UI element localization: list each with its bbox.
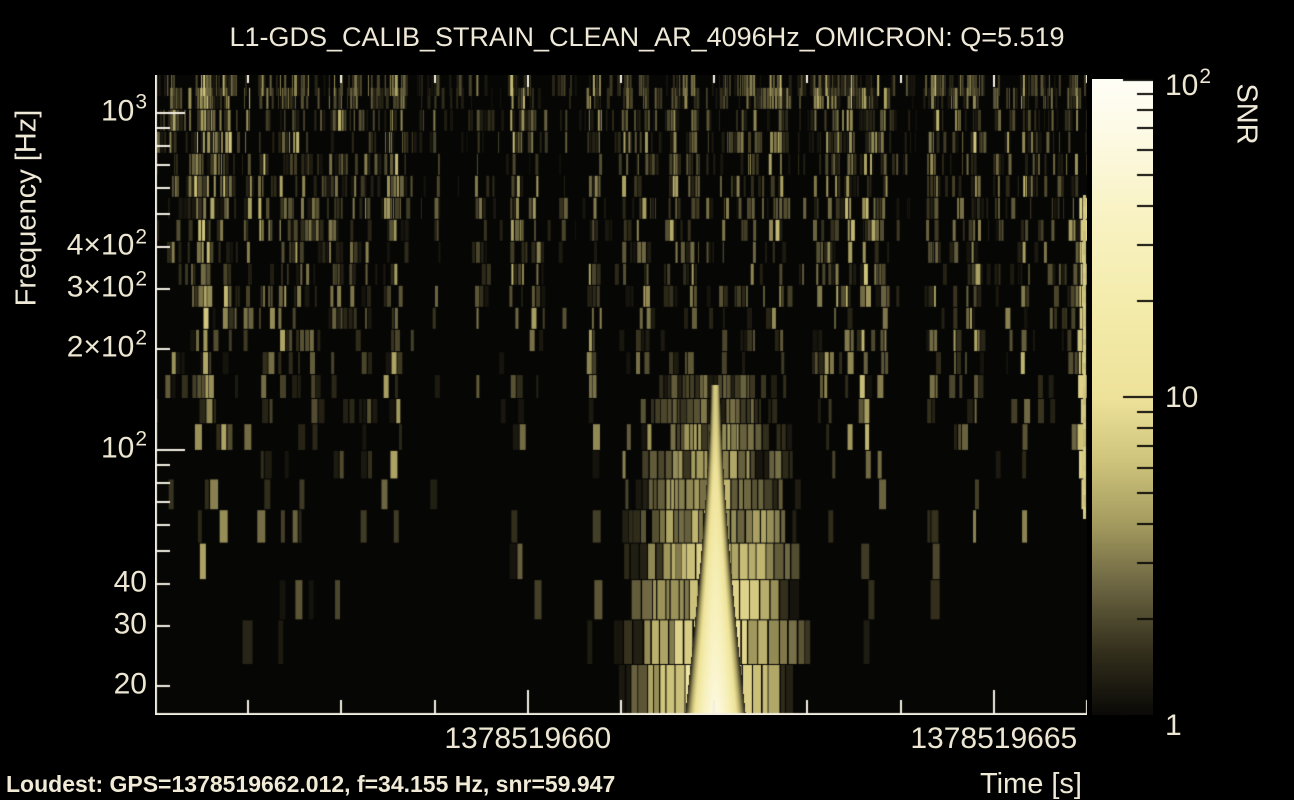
y-tick-label: 4×102 <box>66 225 147 262</box>
y-tick-label: 103 <box>100 91 147 128</box>
y-tick-label: 30 <box>113 607 147 641</box>
y-axis-label: Frequency [Hz] <box>10 109 43 307</box>
y-tick-label: 102 <box>100 428 147 465</box>
colorbar-tick-label: 1 <box>1165 709 1182 742</box>
x-axis-label: Time [s] <box>979 768 1082 800</box>
colorbar-tick-label: 102 <box>1165 65 1212 102</box>
colorbar-label: SNR <box>1230 83 1263 145</box>
y-tick-label: 3×102 <box>66 267 147 304</box>
y-tick-label: 40 <box>113 565 147 599</box>
colorbar-tick-label: 10 <box>1165 381 1199 414</box>
y-tick-label: 20 <box>113 667 147 701</box>
colorbar-canvas <box>1092 79 1153 715</box>
plot-title: L1-GDS_CALIB_STRAIN_CLEAN_AR_4096Hz_OMIC… <box>229 22 1065 52</box>
x-tick-label: 1378519660 <box>444 722 612 755</box>
spectrogram-canvas <box>155 75 1087 715</box>
x-tick-label: 1378519665 <box>910 722 1078 755</box>
y-tick-label: 2×102 <box>66 326 147 364</box>
loudest-annotation: Loudest: GPS=1378519662.012, f=34.155 Hz… <box>6 771 616 797</box>
